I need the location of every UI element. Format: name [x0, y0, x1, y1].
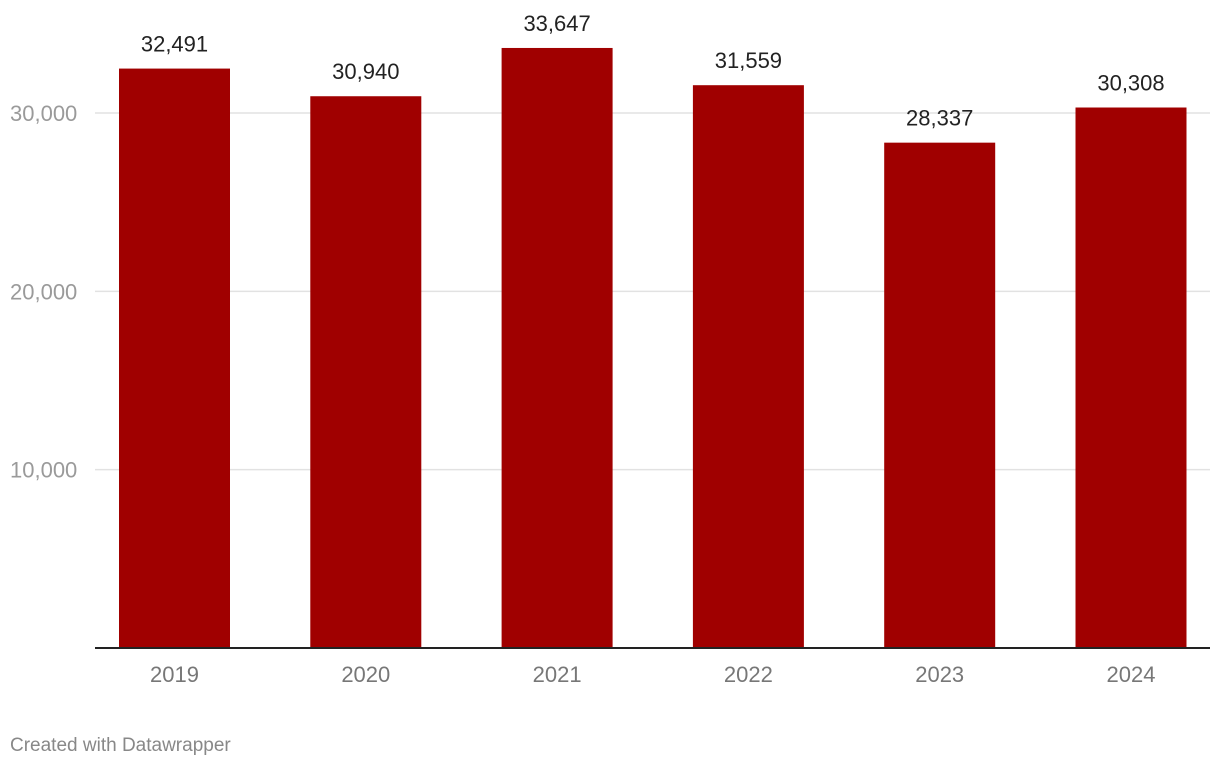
y-axis-ticks: 10,000 20,000 30,000 — [10, 101, 77, 483]
y-tick-label: 20,000 — [10, 279, 77, 304]
y-tick-label: 30,000 — [10, 101, 77, 126]
data-labels: 32,491 30,940 33,647 31,559 28,337 30,308 — [141, 11, 1165, 131]
x-tick-label-2024: 2024 — [1107, 662, 1156, 687]
x-axis-ticks: 2019 2020 2021 2022 2023 2024 — [150, 662, 1155, 687]
bar-2024[interactable] — [1075, 107, 1187, 649]
bar-2021[interactable] — [501, 47, 613, 648]
data-label-2019: 32,491 — [141, 32, 208, 57]
bars — [119, 47, 1187, 649]
x-tick-label-2020: 2020 — [341, 662, 390, 687]
gridlines — [95, 112, 1210, 471]
data-label-2023: 28,337 — [906, 106, 973, 131]
data-label-2020: 30,940 — [332, 59, 399, 84]
x-tick-label-2022: 2022 — [724, 662, 773, 687]
y-tick-label: 10,000 — [10, 458, 77, 483]
bar-2022[interactable] — [692, 85, 804, 649]
datawrapper-credit[interactable]: Created with Datawrapper — [10, 735, 231, 756]
data-label-2021: 33,647 — [523, 11, 590, 36]
x-tick-label-2019: 2019 — [150, 662, 199, 687]
data-label-2022: 31,559 — [715, 48, 782, 73]
data-label-2024: 30,308 — [1097, 71, 1164, 96]
bar-2023[interactable] — [884, 142, 996, 648]
x-tick-label-2021: 2021 — [533, 662, 582, 687]
bar-2019[interactable] — [119, 68, 230, 649]
bar-2020[interactable] — [310, 96, 422, 648]
x-tick-label-2023: 2023 — [915, 662, 964, 687]
